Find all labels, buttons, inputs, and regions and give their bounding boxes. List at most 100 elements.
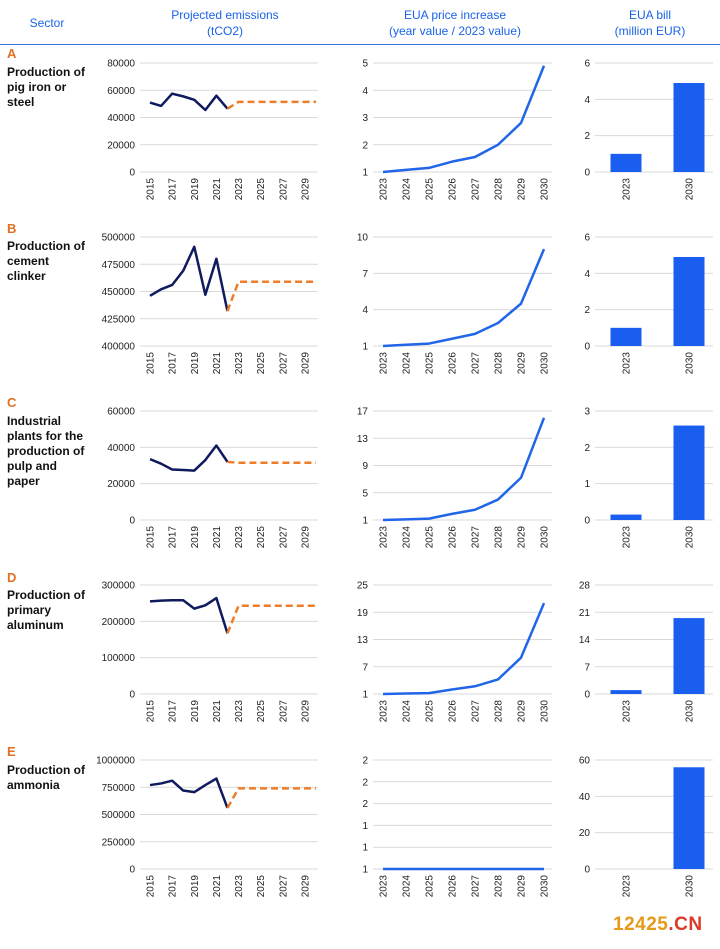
price-d-x-tick-label: 2029 <box>517 700 528 723</box>
price-b-y-tick-label: 1 <box>362 342 368 353</box>
emissions-c-x-tick-label: 2015 <box>146 526 157 549</box>
price-c-line <box>382 417 546 522</box>
watermark-part2: .CN <box>668 914 703 935</box>
emissions-a-x-tick-label: 2029 <box>300 178 311 201</box>
bill-c-y-tick-label: 0 <box>584 516 590 527</box>
emissions-d-x-tick-label: 2017 <box>168 700 179 723</box>
bill-a-x-tick-label: 2030 <box>685 178 696 201</box>
emissions-e-x-tick-label: 2017 <box>168 875 179 898</box>
bill-b-y-tick-label: 6 <box>584 233 590 244</box>
price-d-y-tick-label: 7 <box>362 662 368 673</box>
price-a-x-tick-label: 2023 <box>379 178 390 201</box>
bill-e-y-tick-label: 40 <box>579 792 591 803</box>
bill-a-y-tick-label: 2 <box>584 131 590 142</box>
emissions-e-projected-line <box>226 787 316 809</box>
price-e-x-tick-label: 2030 <box>540 875 551 898</box>
emissions-d-x-tick-label: 2023 <box>234 700 245 723</box>
price-c-x-tick-label: 2029 <box>517 526 528 549</box>
price-b-x-tick-label: 2028 <box>494 352 505 375</box>
bill-d-bar-2030 <box>673 618 705 694</box>
bill-e-x-tick-label: 2030 <box>685 875 696 898</box>
emissions-d-y-tick-label: 300000 <box>102 581 136 592</box>
emissions-b-y-tick-label: 450000 <box>102 287 136 298</box>
price-c-x-tick-label: 2025 <box>425 526 436 549</box>
emissions-c-x-tick-label: 2027 <box>278 526 289 549</box>
price-c-y-tick-label: 13 <box>357 434 369 445</box>
price-a-y-tick-label: 2 <box>362 140 368 151</box>
bill-c-bar-2030 <box>673 425 705 520</box>
row-letter-b: B <box>7 221 17 236</box>
bill-c-x-tick-label: 2030 <box>685 526 696 549</box>
price-e-y-tick-label: 2 <box>362 799 368 810</box>
emissions-a-x-tick-label: 2017 <box>168 178 179 201</box>
emissions-d-x-tick-label: 2025 <box>256 700 267 723</box>
emissions-b-projected-line <box>226 280 316 312</box>
bill-b-x-tick-label: 2030 <box>685 352 696 375</box>
price-e-y-tick-label: 2 <box>362 756 368 767</box>
emissions-d-x-tick-label: 2015 <box>146 700 157 723</box>
emissions-d-x-tick-label: 2019 <box>190 700 201 723</box>
price-b-x-tick-label: 2025 <box>425 352 436 375</box>
emissions-e-x-tick-label: 2019 <box>190 875 201 898</box>
emissions-a-y-tick-label: 60000 <box>107 86 135 97</box>
bill-d-y-tick-label: 21 <box>579 608 591 619</box>
row-letter-c: C <box>7 395 17 410</box>
price-e-x-tick-label: 2024 <box>402 875 413 898</box>
price-d-x-tick-label: 2023 <box>379 700 390 723</box>
price-e-y-tick-label: 1 <box>362 843 368 854</box>
watermark-part1: 12425 <box>613 914 669 935</box>
price-e-x-tick-label: 2027 <box>471 875 482 898</box>
price-a-y-tick-label: 1 <box>362 168 368 179</box>
price-c-x-tick-label: 2027 <box>471 526 482 549</box>
bill-b-y-tick-label: 0 <box>584 342 590 353</box>
price-a-x-tick-label: 2027 <box>471 178 482 201</box>
bill-e-bar-2030 <box>673 767 705 869</box>
emissions-e-y-tick-label: 0 <box>129 865 135 876</box>
emissions-c-x-tick-label: 2019 <box>190 526 201 549</box>
price-e-y-tick-label: 1 <box>362 821 368 832</box>
price-d-x-tick-label: 2025 <box>425 700 436 723</box>
price-b-x-tick-label: 2029 <box>517 352 528 375</box>
emissions-b-x-tick-label: 2023 <box>234 352 245 375</box>
bill-b-x-tick-label: 2023 <box>622 352 633 375</box>
row-letter-e: E <box>7 744 16 759</box>
row-letter-d: D <box>7 570 17 585</box>
header-eua-bill: EUA bill (million EUR) <box>614 8 686 38</box>
bill-e-y-tick-label: 0 <box>584 865 590 876</box>
emissions-e-y-tick-label: 250000 <box>102 837 136 848</box>
emissions-a-x-tick-label: 2025 <box>256 178 267 201</box>
price-b-x-tick-label: 2027 <box>471 352 482 375</box>
emissions-b-y-tick-label: 500000 <box>102 233 136 244</box>
bill-c-y-tick-label: 3 <box>584 407 590 418</box>
emissions-a-x-tick-label: 2015 <box>146 178 157 201</box>
emissions-a-projected-line <box>226 100 316 110</box>
price-c-y-tick-label: 9 <box>362 461 368 472</box>
emissions-a-y-tick-label: 80000 <box>107 59 135 70</box>
emissions-a-x-tick-label: 2023 <box>234 178 245 201</box>
emissions-e-y-tick-label: 1000000 <box>96 756 135 767</box>
price-a-x-tick-label: 2029 <box>517 178 528 201</box>
emissions-c-projected-line <box>227 460 316 465</box>
emissions-e-x-tick-label: 2027 <box>278 875 289 898</box>
bill-b-y-tick-label: 4 <box>584 269 590 280</box>
bill-c-y-tick-label: 1 <box>584 479 590 490</box>
price-e-x-tick-label: 2028 <box>494 875 505 898</box>
bill-c-y-tick-label: 2 <box>584 443 590 454</box>
row-name-c: Industrial plants for the production of … <box>7 414 85 488</box>
price-b-x-tick-label: 2023 <box>379 352 390 375</box>
price-e-x-tick-label: 2026 <box>448 875 459 898</box>
bill-b-bar-2030 <box>673 256 705 346</box>
price-a-y-tick-label: 5 <box>362 59 368 70</box>
bill-a-y-tick-label: 4 <box>584 95 590 106</box>
emissions-a-y-tick-label: 20000 <box>107 140 135 151</box>
emissions-a-y-tick-label: 0 <box>129 168 135 179</box>
bill-b-bar-2023 <box>610 327 642 346</box>
emissions-c-historic-line <box>149 444 229 472</box>
emissions-e-x-tick-label: 2015 <box>146 875 157 898</box>
price-d-y-tick-label: 1 <box>362 690 368 701</box>
bill-d-y-tick-label: 7 <box>584 662 590 673</box>
table-header: Sector Projected emissions (tCO2) EUA pr… <box>0 0 720 45</box>
watermark: 12425.CN <box>613 914 703 936</box>
emissions-d-projected-line <box>226 604 316 634</box>
price-d-y-tick-label: 19 <box>357 608 369 619</box>
